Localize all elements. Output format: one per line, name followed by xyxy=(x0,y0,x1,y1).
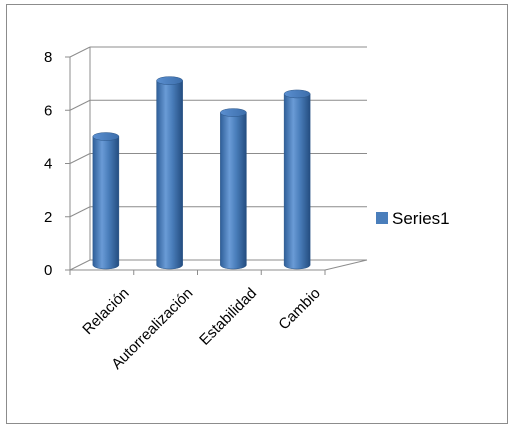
bar-cap xyxy=(220,108,247,117)
gridline-side xyxy=(69,259,91,271)
bar-series xyxy=(92,76,311,270)
floor-side-edge xyxy=(324,259,368,271)
y-tick-label: 6 xyxy=(44,102,52,119)
bar-body xyxy=(92,136,120,270)
y-tick-label: 8 xyxy=(44,49,52,66)
y-tick-label: 4 xyxy=(44,156,52,173)
legend-label: Series1 xyxy=(392,209,450,228)
legend-swatch xyxy=(376,212,388,224)
bar-body xyxy=(156,80,183,270)
y-axis-tick-labels: 0 2 4 6 8 xyxy=(44,49,52,279)
bar-cap xyxy=(283,89,311,99)
x-tick-label: Relación xyxy=(79,285,132,338)
bar-body xyxy=(220,112,247,270)
bar xyxy=(92,132,120,270)
gridline-side xyxy=(69,153,91,164)
bar-body xyxy=(283,93,311,270)
bar xyxy=(156,76,183,270)
gridline-side xyxy=(69,46,91,58)
bar xyxy=(220,108,247,270)
x-tick-label: Estabilidad xyxy=(196,285,260,349)
y-tick-label: 0 xyxy=(44,262,52,279)
gridline-side xyxy=(69,99,91,111)
bar-cap xyxy=(156,76,183,85)
y-tick-label: 2 xyxy=(44,209,52,226)
legend: Series1 xyxy=(376,209,450,228)
bar-cap xyxy=(92,132,120,141)
gridline-side xyxy=(69,206,91,218)
x-tick-label: Cambio xyxy=(275,285,324,334)
bar xyxy=(283,89,311,270)
